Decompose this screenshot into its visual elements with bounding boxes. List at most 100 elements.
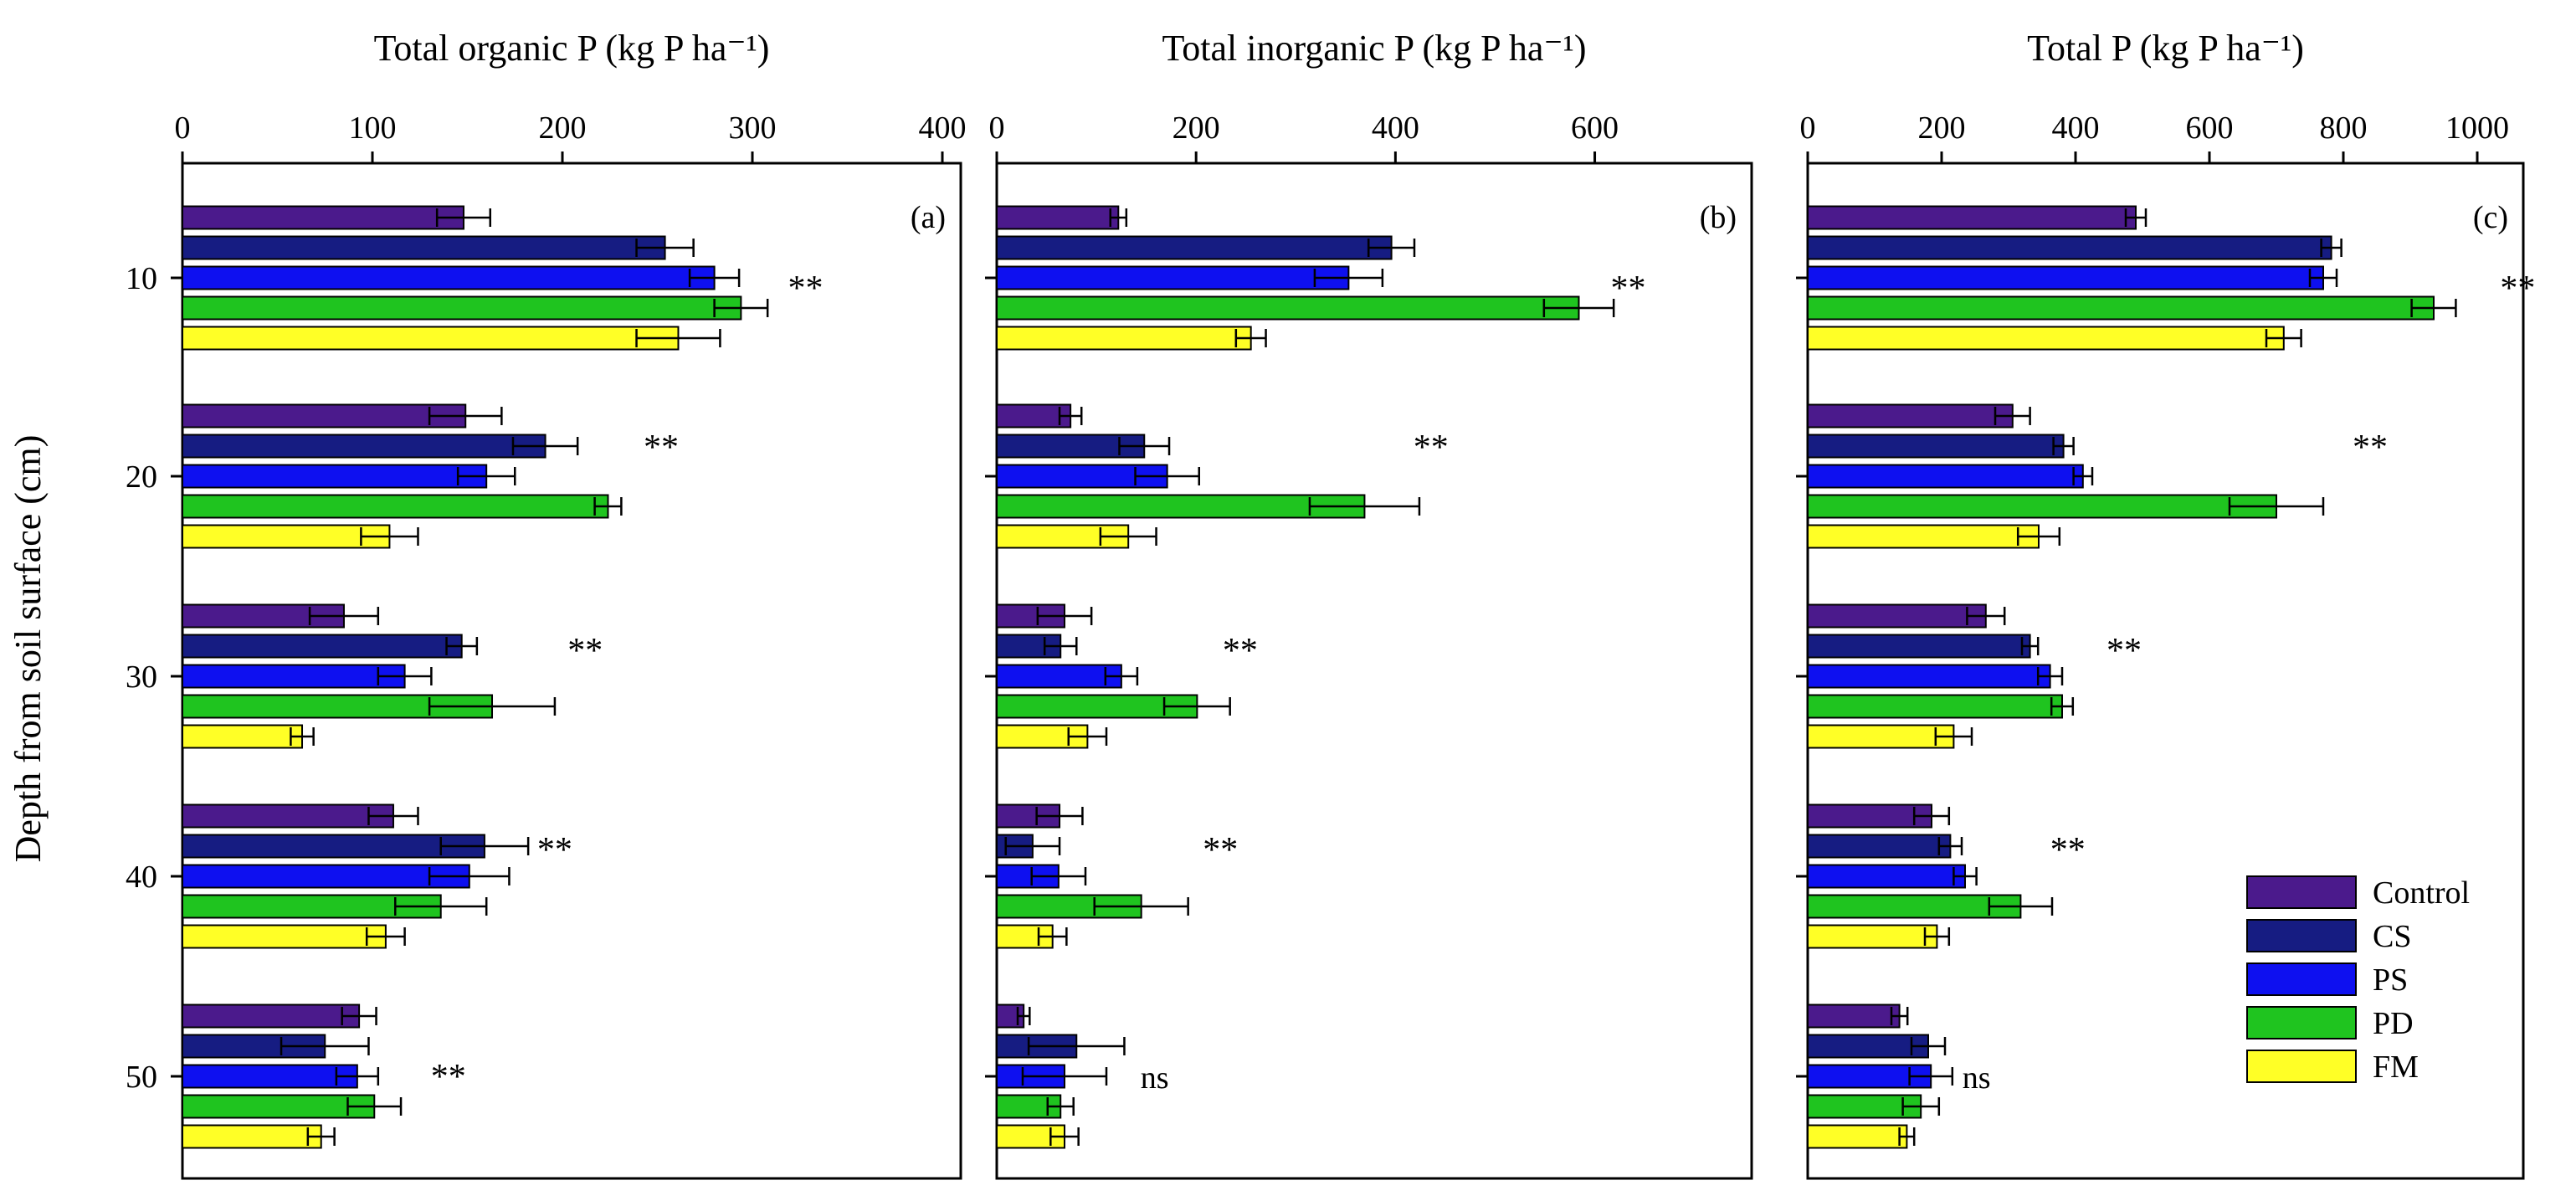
bar-control-20	[996, 403, 1072, 429]
panel-title: Total P (kg P ha⁻¹)	[2027, 28, 2304, 69]
significance-label: **	[2050, 831, 2086, 870]
bar-fm-10	[996, 326, 1252, 351]
legend-swatch-cs	[2246, 919, 2357, 952]
bar-ps-30	[182, 664, 406, 689]
bar-fm-10	[1807, 326, 2285, 351]
legend-swatch-pd	[2246, 1006, 2357, 1039]
x-tick-label: 200	[1173, 110, 1220, 146]
legend-swatch-ps	[2246, 962, 2357, 996]
bar-cs-10	[996, 235, 1393, 260]
bar-pd-10	[182, 295, 742, 321]
bar-control-10	[996, 205, 1120, 230]
bar-control-20	[182, 403, 467, 429]
panel-title: Total organic P (kg P ha⁻¹)	[374, 28, 770, 69]
bar-fm-30	[1807, 724, 1955, 749]
panel-title: Total inorganic P (kg P ha⁻¹)	[1162, 28, 1586, 69]
significance-label: **	[2106, 632, 2142, 670]
bar-pd-10	[996, 295, 1580, 321]
x-tick-label: 400	[2052, 110, 2100, 146]
bar-control-40	[182, 803, 394, 829]
bar-pd-10	[1807, 295, 2435, 321]
significance-label: **	[1611, 269, 1646, 308]
bar-fm-40	[1807, 924, 1938, 949]
x-tick-label: 200	[1918, 110, 1966, 146]
bar-control-10	[1807, 205, 2137, 230]
bar-ps-30	[1807, 664, 2051, 689]
significance-label: **	[2500, 269, 2535, 308]
bar-ps-10	[182, 265, 716, 290]
bar-fm-20	[1807, 524, 2040, 549]
legend-label-control: Control	[2373, 875, 2470, 911]
bar-ps-40	[1807, 864, 1966, 889]
bar-pd-20	[182, 494, 609, 519]
bar-ps-30	[996, 664, 1122, 689]
y-tick-label: 50	[126, 1060, 157, 1095]
significance-label: **	[537, 831, 572, 870]
bar-control-50	[1807, 1004, 1901, 1029]
significance-label: ns	[1141, 1060, 1169, 1096]
bar-fm-50	[182, 1124, 322, 1149]
bar-cs-30	[1807, 634, 2031, 659]
bar-cs-10	[1807, 235, 2332, 260]
x-tick-label: 100	[349, 110, 397, 146]
bar-fm-10	[182, 326, 680, 351]
x-tick-label: 200	[539, 110, 587, 146]
bar-control-40	[1807, 803, 1932, 829]
significance-label: **	[2353, 429, 2388, 467]
significance-label: **	[1203, 831, 1238, 870]
bar-cs-40	[1807, 834, 1952, 859]
bar-ps-10	[1807, 265, 2324, 290]
significance-label: **	[644, 429, 679, 467]
bar-ps-20	[182, 464, 488, 489]
bar-cs-10	[182, 235, 666, 260]
legend-swatch-fm	[2246, 1050, 2357, 1083]
x-tick-label: 0	[1800, 110, 1816, 146]
bar-ps-10	[996, 265, 1350, 290]
bar-ps-40	[182, 864, 470, 889]
bar-control-20	[1807, 403, 2014, 429]
x-tick-label: 0	[989, 110, 1005, 146]
bar-fm-20	[182, 524, 391, 549]
x-tick-label: 300	[729, 110, 777, 146]
legend-label-fm: FM	[2373, 1050, 2419, 1085]
significance-label: **	[567, 632, 603, 670]
x-tick-label: 600	[1571, 110, 1619, 146]
legend-label-pd: PD	[2373, 1006, 2414, 1041]
y-tick-label: 40	[126, 860, 157, 895]
bar-pd-30	[1807, 694, 2063, 719]
significance-label: **	[1223, 632, 1258, 670]
panel-label: (c)	[2473, 200, 2508, 235]
legend-swatch-control	[2246, 875, 2357, 909]
x-tick-label: 800	[2320, 110, 2368, 146]
x-tick-label: 1000	[2445, 110, 2509, 146]
legend-label-ps: PS	[2373, 962, 2408, 998]
y-tick-label: 20	[126, 459, 157, 495]
bar-ps-50	[182, 1064, 358, 1089]
significance-label: **	[431, 1058, 466, 1096]
bar-pd-40	[1807, 894, 2022, 919]
bar-pd-50	[182, 1094, 376, 1119]
bar-cs-20	[1807, 434, 2065, 459]
bar-fm-50	[1807, 1124, 1908, 1149]
bar-fm-40	[182, 924, 387, 949]
bar-cs-50	[1807, 1034, 1929, 1059]
legend-label-cs: CS	[2373, 919, 2411, 954]
bar-cs-40	[182, 834, 485, 859]
y-tick-label: 30	[126, 660, 157, 695]
bar-control-50	[182, 1004, 361, 1029]
significance-label: **	[788, 269, 824, 308]
x-tick-label: 400	[1372, 110, 1419, 146]
bar-cs-30	[182, 634, 463, 659]
panel-label: (a)	[911, 200, 946, 235]
bar-control-10	[182, 205, 464, 230]
bar-cs-20	[182, 434, 547, 459]
y-axis-label: Depth from soil surface (cm)	[8, 435, 49, 863]
bar-control-30	[1807, 603, 1987, 629]
x-tick-label: 0	[175, 110, 191, 146]
bar-ps-20	[1807, 464, 2084, 489]
significance-label: ns	[1963, 1060, 1991, 1096]
bar-pd-40	[996, 894, 1142, 919]
x-tick-label: 400	[919, 110, 967, 146]
x-tick-label: 600	[2186, 110, 2234, 146]
